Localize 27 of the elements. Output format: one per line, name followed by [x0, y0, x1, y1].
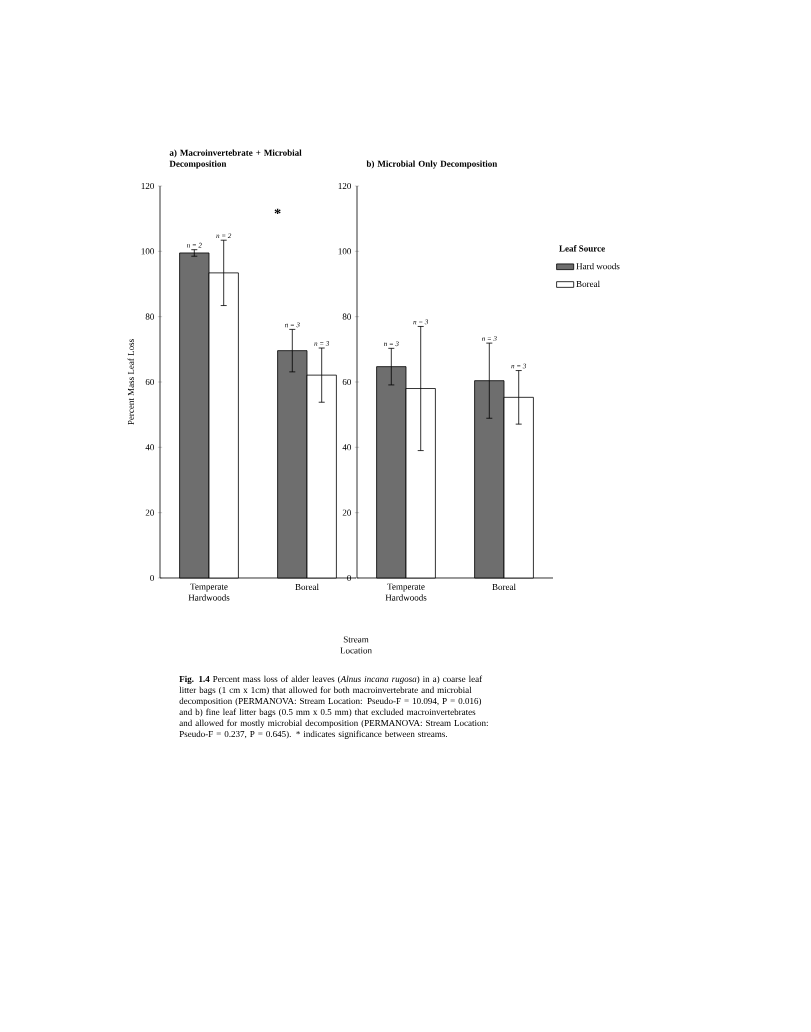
y-tick-label: 20 — [342, 509, 351, 516]
legend-label: Boreal — [576, 280, 600, 287]
x-tick-label: Boreal — [295, 583, 319, 590]
y-tick-label: 100 — [141, 248, 154, 255]
x-tick-label: Boreal — [492, 583, 516, 590]
chart-title: a) Macroinvertebrate + Microbial Decomposition — [169, 149, 302, 169]
y-tick-label: 120 — [338, 182, 351, 190]
y-tick-label: 80 — [342, 313, 351, 320]
y-tick-label: 0 — [150, 574, 154, 582]
y-tick-label: 20 — [145, 509, 154, 516]
y-tick-label: 100 — [338, 248, 351, 255]
y-tick-label: 80 — [145, 313, 154, 320]
y-tick-label: 120 — [141, 182, 154, 190]
annotation: * — [274, 208, 281, 215]
x-axis-title: Stream Location — [340, 636, 372, 654]
y-tick-label: 60 — [342, 378, 351, 386]
x-tick-label: Temperate Hardwoods — [385, 583, 427, 601]
y-tick-label: 40 — [342, 444, 351, 451]
y-tick-label: 0 — [347, 574, 351, 582]
chart-title: b) Microbial Only Decomposition — [366, 160, 498, 169]
text: Fig. 1.4 Percent mass loss of alder leaves (Alnus incana rugosa) in a) coarse leaf litter bags (1 cm x 1cm) that allowed for both macroinvertebrate and microbial decomposition (PERMANOVA: Stream Location: Pseudo-F = 10.094, P = 0.016) and b) fine leaf litter bags (0.5 mm x 0.5 mm) that excluded macroinvertebrates and allowed for mostly microbial decomposition (PERMANOVA: Stream Location: Pseudo-F = 0.237, P = 0.645). * indicates significance between streams. — [179, 675, 488, 739]
legend-title: Leaf Source — [559, 245, 605, 252]
y-tick-label: 40 — [145, 444, 154, 451]
y-axis-title: Percent Mass Leaf Loss — [127, 339, 134, 425]
y-tick-label: 60 — [145, 378, 154, 386]
legend-label: Hard woods — [576, 262, 620, 270]
x-tick-label: Temperate Hardwoods — [188, 583, 230, 601]
